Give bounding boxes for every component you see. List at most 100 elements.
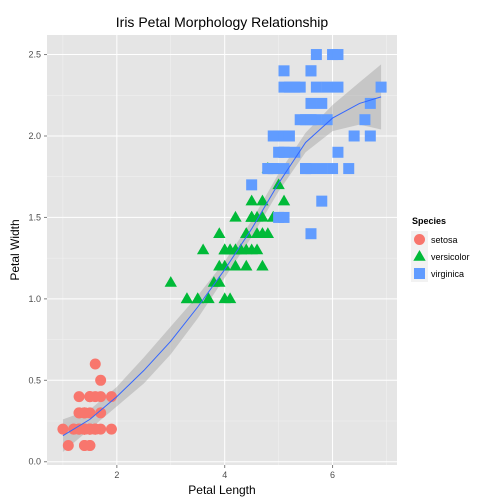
virginica-point-49 — [278, 163, 290, 175]
setosa-point-23 — [95, 374, 107, 386]
series-setosa — [57, 358, 117, 451]
virginica-point-29 — [316, 195, 328, 207]
legend-key-versicolor — [413, 250, 426, 261]
versicolor-point-48 — [164, 276, 177, 287]
versicolor-point-14 — [196, 243, 210, 255]
series-virginica — [246, 49, 387, 240]
setosa-point-31 — [84, 391, 96, 403]
setosa-point-16 — [73, 391, 85, 403]
virginica-point-14 — [278, 65, 290, 77]
y-tick-label-0: 0.0 — [28, 457, 41, 467]
versicolor-point-6 — [256, 194, 269, 206]
virginica-point-28 — [305, 114, 317, 126]
versicolor-point-45 — [229, 259, 242, 271]
series-versicolor — [164, 162, 291, 304]
virginica-point-32 — [305, 97, 317, 109]
chart-title: Iris Petal Morphology Relationship — [116, 14, 329, 30]
legend-label-versicolor: versicolor — [431, 252, 470, 262]
virginica-point-33 — [278, 211, 290, 223]
versicolor-point-8 — [250, 243, 264, 255]
setosa-point-22 — [57, 423, 69, 435]
versicolor-point-17 — [223, 292, 237, 304]
legend-key-virginica — [414, 268, 425, 279]
setosa-point-44 — [105, 391, 117, 403]
virginica-point-17 — [364, 97, 376, 109]
virginica-point-40 — [305, 65, 317, 77]
setosa-point-18 — [95, 407, 107, 419]
legend: Species setosa versicolor virginica — [411, 216, 470, 282]
versicolor-point-43 — [180, 292, 194, 304]
virginica-point-9 — [332, 49, 344, 61]
versicolor-point-26 — [261, 227, 275, 238]
setosa-point-43 — [89, 358, 101, 370]
virginica-point-43 — [321, 81, 333, 93]
virginica-point-11 — [289, 146, 301, 158]
virginica-point-20 — [310, 81, 322, 93]
virginica-point-39 — [294, 114, 306, 126]
smooth-line-layer — [62, 96, 382, 437]
versicolor-point-31 — [202, 292, 215, 304]
x-tick-label-1: 4 — [222, 470, 227, 480]
versicolor-point-42 — [218, 259, 231, 271]
virginica-point-4 — [316, 97, 328, 109]
versicolor-point-29 — [191, 292, 204, 304]
versicolor-point-41 — [250, 227, 264, 238]
virginica-point-47 — [283, 130, 295, 142]
versicolor-point-23 — [256, 259, 269, 271]
virginica-point-8 — [316, 163, 328, 175]
virginica-point-7 — [343, 163, 355, 175]
legend-title: Species — [412, 216, 446, 226]
virginica-point-37 — [300, 163, 312, 175]
y-axis-ticks: 0.0 0.5 1.0 1.5 2.0 2.5 — [28, 50, 47, 467]
setosa-point-49 — [78, 423, 90, 435]
virginica-point-30 — [332, 146, 344, 158]
y-tick-label-2: 1.0 — [28, 294, 41, 304]
y-tick-label-5: 2.5 — [28, 50, 41, 60]
x-axis-ticks: 2 4 6 — [114, 465, 335, 480]
points-layer — [57, 49, 387, 451]
versicolor-point-47 — [234, 243, 248, 255]
virginica-point-45 — [283, 81, 295, 93]
versicolor-point-49 — [223, 243, 237, 255]
legend-key-setosa — [414, 234, 425, 245]
smooth-trend-line — [62, 96, 382, 437]
setosa-point-37 — [78, 439, 90, 451]
virginica-point-25 — [327, 163, 339, 175]
versicolor-point-33 — [277, 194, 291, 206]
virginica-point-34 — [305, 228, 317, 240]
x-tick-label-2: 6 — [330, 470, 335, 480]
legend-label-setosa: setosa — [431, 235, 458, 245]
virginica-point-35 — [332, 81, 344, 93]
versicolor-point-36 — [256, 210, 269, 222]
versicolor-point-25 — [240, 227, 253, 238]
legend-label-virginica: virginica — [431, 269, 464, 279]
virginica-point-22 — [364, 130, 376, 142]
versicolor-point-30 — [207, 276, 221, 287]
virginica-point-5 — [359, 114, 371, 126]
virginica-point-18 — [375, 81, 387, 93]
virginica-point-44 — [310, 49, 322, 61]
virginica-point-31 — [348, 130, 360, 142]
versicolor-point-40 — [240, 259, 253, 271]
virginica-point-38 — [262, 163, 274, 175]
versicolor-point-9 — [213, 227, 226, 238]
setosa-point-13 — [62, 439, 74, 451]
y-tick-label-1: 0.5 — [28, 375, 41, 385]
setosa-point-45 — [78, 407, 90, 419]
x-axis-title: Petal Length — [188, 483, 255, 497]
virginica-point-46 — [273, 146, 285, 158]
versicolor-point-35 — [245, 194, 258, 206]
virginica-point-2 — [321, 114, 333, 126]
virginica-point-21 — [267, 130, 279, 142]
setosa-point-24 — [105, 423, 117, 435]
y-tick-label-3: 1.5 — [28, 212, 41, 222]
y-axis-title: Petal Width — [8, 219, 22, 280]
virginica-point-6 — [246, 179, 258, 191]
y-tick-label-4: 2.0 — [28, 131, 41, 141]
versicolor-point-34 — [245, 210, 258, 222]
x-tick-label-0: 2 — [114, 470, 119, 480]
versicolor-point-11 — [229, 210, 242, 222]
grid-minor — [47, 35, 397, 465]
virginica-point-48 — [294, 81, 306, 93]
